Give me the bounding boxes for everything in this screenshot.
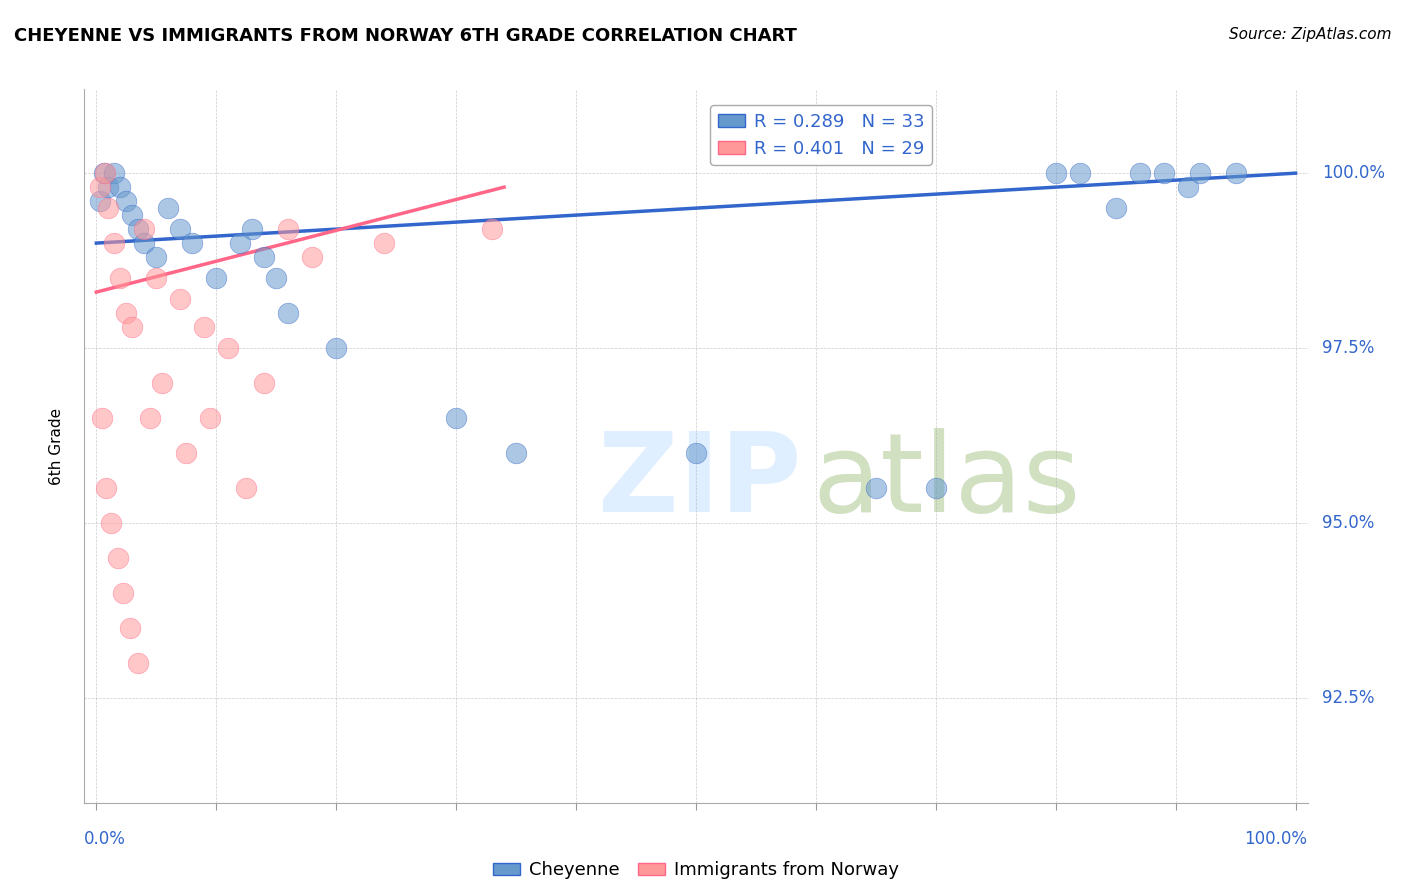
- Point: [217, 341, 239, 355]
- Point: [93, 166, 115, 180]
- Point: [169, 222, 191, 236]
- Text: atlas: atlas: [813, 428, 1081, 535]
- Point: [127, 222, 149, 236]
- Point: [444, 411, 467, 425]
- Point: [111, 586, 134, 600]
- Point: [110, 180, 132, 194]
- Point: [97, 201, 120, 215]
- Point: [89, 180, 111, 194]
- Point: [118, 621, 141, 635]
- Text: ZIP: ZIP: [598, 428, 801, 535]
- Point: [1129, 166, 1152, 180]
- Point: [505, 446, 527, 460]
- Point: [1045, 166, 1067, 180]
- Point: [253, 250, 276, 264]
- Point: [181, 236, 204, 251]
- Point: [110, 271, 132, 285]
- Point: [97, 180, 120, 194]
- Point: [235, 481, 257, 495]
- Point: [1188, 166, 1211, 180]
- Point: [264, 271, 287, 285]
- Point: [115, 306, 138, 320]
- Point: [253, 376, 276, 390]
- Text: 97.5%: 97.5%: [1322, 339, 1375, 357]
- Text: 0.0%: 0.0%: [84, 830, 127, 847]
- Point: [121, 208, 143, 222]
- Point: [229, 236, 252, 251]
- Point: [134, 222, 156, 236]
- Point: [1153, 166, 1175, 180]
- Point: [200, 411, 222, 425]
- Point: [121, 320, 143, 334]
- Text: CHEYENNE VS IMMIGRANTS FROM NORWAY 6TH GRADE CORRELATION CHART: CHEYENNE VS IMMIGRANTS FROM NORWAY 6TH G…: [14, 27, 797, 45]
- Point: [277, 306, 299, 320]
- Text: 95.0%: 95.0%: [1322, 514, 1375, 532]
- Point: [103, 166, 125, 180]
- Point: [205, 271, 228, 285]
- Point: [301, 250, 323, 264]
- Point: [169, 292, 191, 306]
- Point: [89, 194, 111, 208]
- Point: [174, 446, 197, 460]
- Point: [1069, 166, 1091, 180]
- Point: [103, 236, 125, 251]
- Point: [1225, 166, 1247, 180]
- Point: [685, 446, 707, 460]
- Point: [1177, 180, 1199, 194]
- Text: 100.0%: 100.0%: [1322, 164, 1385, 182]
- Point: [277, 222, 299, 236]
- Point: [107, 550, 129, 565]
- Point: [481, 222, 503, 236]
- Legend: Cheyenne, Immigrants from Norway: Cheyenne, Immigrants from Norway: [486, 855, 905, 887]
- Point: [145, 250, 167, 264]
- Point: [240, 222, 263, 236]
- Point: [157, 201, 180, 215]
- Text: Source: ZipAtlas.com: Source: ZipAtlas.com: [1229, 27, 1392, 42]
- Point: [150, 376, 173, 390]
- Text: 92.5%: 92.5%: [1322, 689, 1375, 706]
- Point: [139, 411, 162, 425]
- Point: [100, 516, 122, 530]
- Y-axis label: 6th Grade: 6th Grade: [49, 408, 63, 484]
- Point: [925, 481, 948, 495]
- Point: [127, 656, 149, 670]
- Point: [134, 236, 156, 251]
- Point: [373, 236, 395, 251]
- Point: [193, 320, 215, 334]
- Point: [325, 341, 347, 355]
- Point: [865, 481, 887, 495]
- Point: [94, 481, 117, 495]
- Point: [91, 411, 114, 425]
- Point: [145, 271, 167, 285]
- Point: [1105, 201, 1128, 215]
- Text: 100.0%: 100.0%: [1244, 830, 1308, 847]
- Point: [93, 166, 115, 180]
- Point: [115, 194, 138, 208]
